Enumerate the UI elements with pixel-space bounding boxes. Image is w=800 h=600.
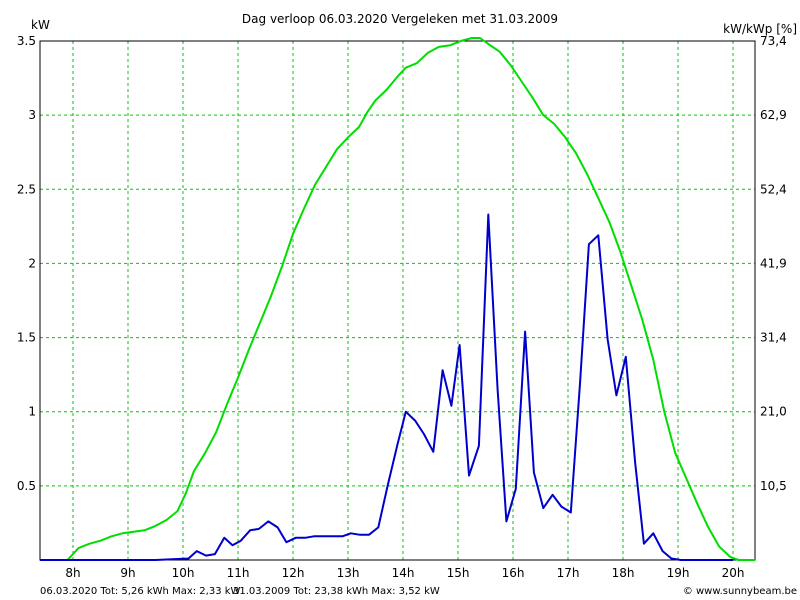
y-right-tick-label: 31,4 [760, 331, 787, 345]
x-tick-label: 8h [65, 566, 80, 580]
y-right-tick-label: 41,9 [760, 256, 787, 270]
footer-site: © www.sunnybeam.be [683, 586, 797, 597]
y-right-tick-label: 10,5 [760, 479, 787, 493]
x-tick-label: 11h [227, 566, 250, 580]
footer-series1: 06.03.2020 Tot: 5,26 kWh Max: 2,33 kW [40, 586, 241, 597]
y-right-tick-label: 62,9 [760, 108, 787, 122]
grid [40, 41, 755, 560]
x-tick-label: 19h [667, 566, 690, 580]
footer-series2: 31.03.2009 Tot: 23,38 kWh Max: 3,52 kW [233, 586, 440, 597]
plot-frame [39, 40, 756, 561]
x-tick-label: 13h [337, 566, 360, 580]
y-tick-label: 3 [28, 108, 36, 122]
y-tick-label: 2.5 [17, 182, 36, 196]
x-tick-label: 14h [392, 566, 415, 580]
y-tick-label: 1 [28, 405, 36, 419]
x-tick-label: 9h [120, 566, 135, 580]
y-tick-label: 2 [28, 256, 36, 270]
x-tick-label: 15h [447, 566, 470, 580]
y-tick-label: 0.5 [17, 479, 36, 493]
x-tick-label: 10h [172, 566, 195, 580]
y-tick-label: 1.5 [17, 331, 36, 345]
y-right-tick-label: 73,4 [760, 34, 787, 48]
y-right-tick-label: 21,0 [760, 405, 787, 419]
series-lines [40, 37, 755, 561]
right-axis-unit: kW/kWp [%] [723, 22, 797, 36]
y-right-tick-label: 52,4 [760, 182, 787, 196]
left-axis-unit: kW [31, 18, 50, 32]
tick-labels: 8h 9h 10h 11h 12h 13h 14h 15h 16h 17h 18h 19h 20h 0.5… [17, 34, 787, 580]
x-tick-label: 12h [282, 566, 305, 580]
x-tick-label: 20h [722, 566, 745, 580]
series-line-06.03.2020 [40, 213, 733, 561]
chart-title: Dag verloop 06.03.2020 Vergeleken met 31… [242, 12, 558, 26]
x-tick-label: 18h [612, 566, 635, 580]
x-tick-label: 17h [557, 566, 580, 580]
series-line-31.03.2009 [40, 37, 755, 561]
x-tick-label: 16h [502, 566, 525, 580]
y-tick-label: 3.5 [17, 34, 36, 48]
